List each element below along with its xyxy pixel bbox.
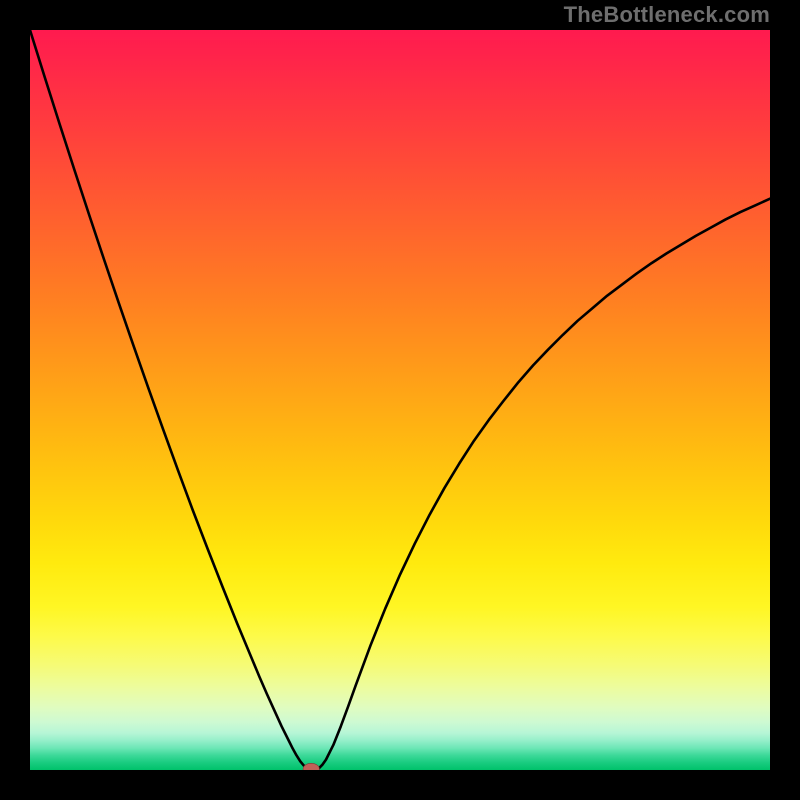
plot-area — [30, 30, 770, 770]
watermark-text: TheBottleneck.com — [564, 2, 770, 28]
gradient-background — [30, 30, 770, 770]
chart-frame: TheBottleneck.com — [0, 0, 800, 800]
chart-svg — [30, 30, 770, 770]
